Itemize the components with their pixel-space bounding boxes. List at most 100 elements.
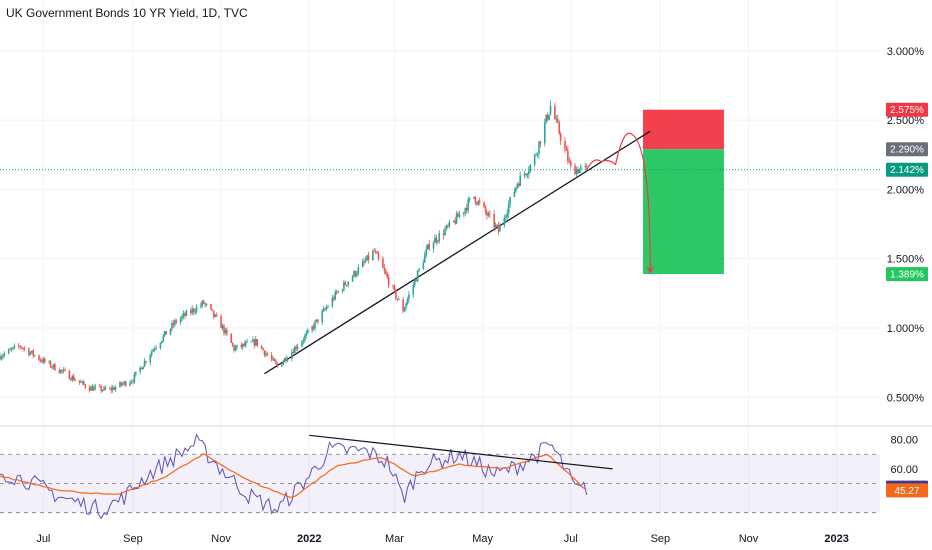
candle-body xyxy=(377,253,380,259)
candle-body xyxy=(312,326,315,329)
candle-body xyxy=(393,286,396,290)
candle-body xyxy=(363,261,365,263)
candle-body xyxy=(317,319,319,323)
candle-body xyxy=(351,276,354,282)
candle-body xyxy=(353,271,355,277)
candle-body xyxy=(64,369,66,371)
candle-body xyxy=(139,367,141,372)
candle-body xyxy=(347,281,350,286)
candle-body xyxy=(58,370,61,373)
candle-body xyxy=(135,371,137,375)
price-tick-label: 1.500% xyxy=(887,254,925,266)
candle-body xyxy=(123,381,126,384)
candle-body xyxy=(142,366,144,370)
candle-body xyxy=(244,342,247,346)
candle-body xyxy=(337,291,339,293)
candle-body xyxy=(42,358,45,363)
candle-body xyxy=(130,381,133,383)
candle-body xyxy=(3,353,6,356)
candle-body xyxy=(181,315,183,319)
candle-body xyxy=(211,309,214,311)
price-tag-bg xyxy=(886,162,928,177)
candle-body xyxy=(29,352,32,355)
candle-body xyxy=(265,353,267,356)
candle-body xyxy=(296,346,299,349)
candle-body xyxy=(246,341,248,343)
candle-body xyxy=(554,106,556,120)
candle-body xyxy=(74,380,76,382)
candle-body xyxy=(220,316,222,329)
candle-body xyxy=(315,319,318,322)
candle-body xyxy=(70,379,72,381)
candle-body xyxy=(17,345,20,347)
candle-body xyxy=(240,344,243,348)
price-tag: 2.290% xyxy=(890,145,924,156)
candle-body xyxy=(556,118,559,123)
candle-body xyxy=(283,357,286,362)
candle-body xyxy=(101,390,104,391)
candle-body xyxy=(335,291,338,293)
candle-body xyxy=(538,141,540,154)
time-tick-label: Mar xyxy=(385,533,404,545)
candle-body xyxy=(192,308,195,313)
rsi-value-tag: 45.27 xyxy=(894,486,919,497)
candle-body xyxy=(201,300,204,306)
candle-body xyxy=(182,313,185,316)
price-tag-bg xyxy=(886,267,928,282)
candle-body xyxy=(163,331,166,336)
candle-body xyxy=(214,314,217,317)
candle-body xyxy=(286,358,289,361)
candle-body xyxy=(98,386,101,387)
candle-body xyxy=(424,254,426,263)
support-trendline xyxy=(264,130,651,375)
candle-body xyxy=(334,291,337,300)
candle-body xyxy=(233,345,235,351)
candle-body xyxy=(13,345,16,348)
price-tick-label: 0.500% xyxy=(887,392,925,404)
rsi-ma-line xyxy=(0,452,586,499)
candle-body xyxy=(276,363,279,367)
time-tick-label: Jul xyxy=(36,533,50,545)
candle-body xyxy=(132,381,134,383)
candle-body xyxy=(476,202,478,205)
candle-body xyxy=(104,387,107,390)
candle-body xyxy=(415,279,417,282)
candle-body xyxy=(385,270,387,274)
candle-body xyxy=(33,355,36,357)
candle-body xyxy=(262,348,264,351)
candle-body xyxy=(478,200,481,203)
candle-body xyxy=(376,251,378,254)
candle-body xyxy=(234,347,237,351)
time-tick-label: Jul xyxy=(564,533,578,545)
candle-body xyxy=(223,325,225,334)
candle-body xyxy=(392,285,394,287)
candle-body xyxy=(84,384,87,388)
candle-body xyxy=(425,249,428,255)
candle-body xyxy=(325,307,328,310)
candle-body xyxy=(408,294,410,300)
candle-body xyxy=(569,161,572,166)
candle-body xyxy=(567,150,569,162)
candle-body xyxy=(426,244,429,250)
candle-body xyxy=(486,212,488,216)
candle-body xyxy=(484,206,487,213)
candle-body xyxy=(61,369,63,371)
rsi-tick-label: 80.00 xyxy=(890,435,918,447)
candle-body xyxy=(403,307,406,312)
candle-body xyxy=(525,173,527,176)
candle-body xyxy=(387,277,390,286)
position-stop-zone xyxy=(643,109,724,150)
candle-body xyxy=(515,187,517,192)
candle-body xyxy=(30,350,33,353)
candle-body xyxy=(473,196,475,199)
candle-body xyxy=(254,339,257,346)
candle-body xyxy=(398,299,400,301)
candle-body xyxy=(252,339,254,342)
price-tick-label: 3.000% xyxy=(887,46,925,58)
candle-body xyxy=(162,335,165,341)
candle-body xyxy=(306,330,309,333)
candle-body xyxy=(213,310,215,317)
candle-body xyxy=(523,173,526,176)
price-tag-bg xyxy=(886,102,928,117)
